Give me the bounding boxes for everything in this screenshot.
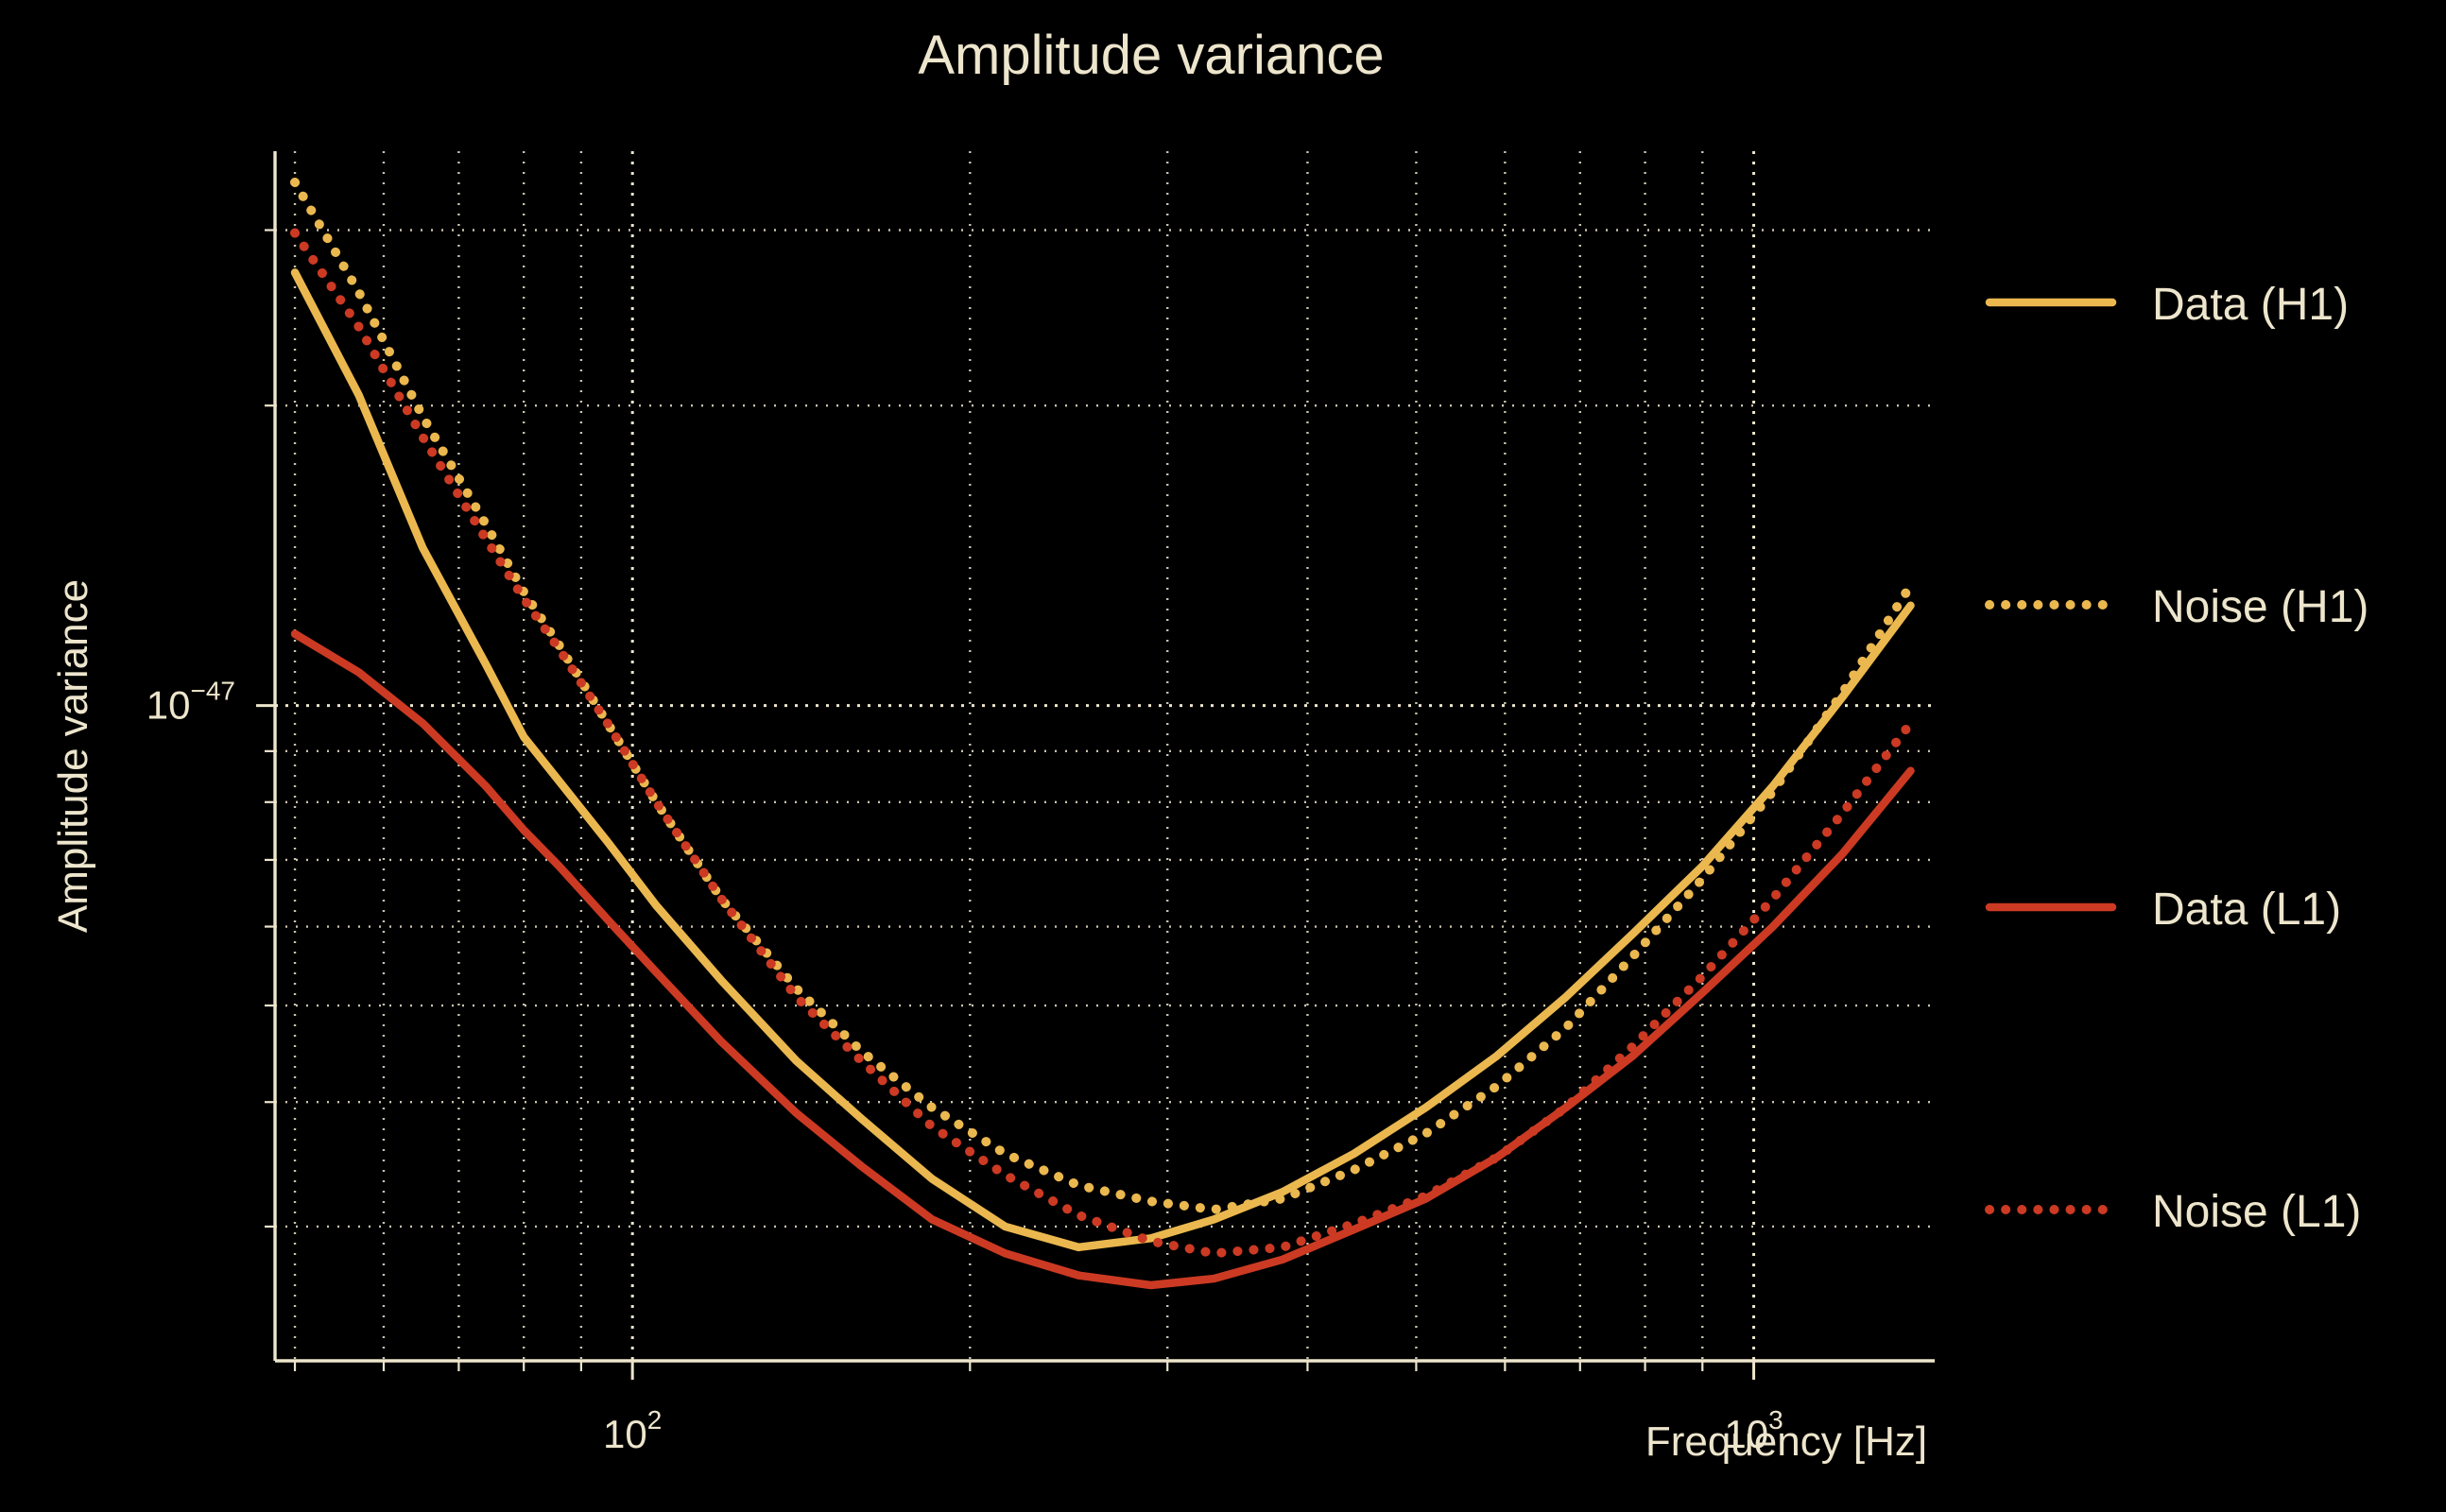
x-tick-label: 103: [1724, 1405, 1783, 1456]
axis-spines: [273, 151, 1935, 1363]
legend-item[interactable]: Data (H1): [1985, 280, 2349, 330]
legend-label: Noise (L1): [2152, 1187, 2361, 1237]
y-tick-label: 10−47: [146, 677, 235, 728]
legend-label: Noise (H1): [2152, 582, 2368, 632]
series-line-noise-l1: [290, 228, 1916, 1259]
y-axis-label: Amplitude variance: [50, 579, 96, 933]
x-tick-label: 102: [603, 1405, 662, 1456]
series-line-data-l1: [290, 629, 1915, 1290]
axis-ticks: [256, 229, 1756, 1380]
legend-item[interactable]: Noise (L1): [1985, 1187, 2361, 1237]
chart-title: Amplitude variance: [918, 25, 1384, 86]
axis-tick-labels: 102 103 10−47: [146, 677, 1783, 1456]
legend-label: Data (L1): [2152, 885, 2341, 935]
legend-item[interactable]: Noise (H1): [1985, 582, 2368, 632]
x-axis-label: Frequency [Hz]: [1645, 1418, 1927, 1465]
legend: Data (H1) Noise (H1) Data (L1) Noise (L1): [1985, 280, 2368, 1237]
legend-item[interactable]: Data (L1): [1985, 885, 2341, 935]
legend-label: Data (H1): [2152, 280, 2349, 330]
series-line-noise-h1: [290, 177, 1916, 1214]
series-line-data-h1: [290, 268, 1915, 1252]
data-series-layer: [290, 177, 1916, 1290]
major-gridlines: [275, 151, 1935, 1361]
